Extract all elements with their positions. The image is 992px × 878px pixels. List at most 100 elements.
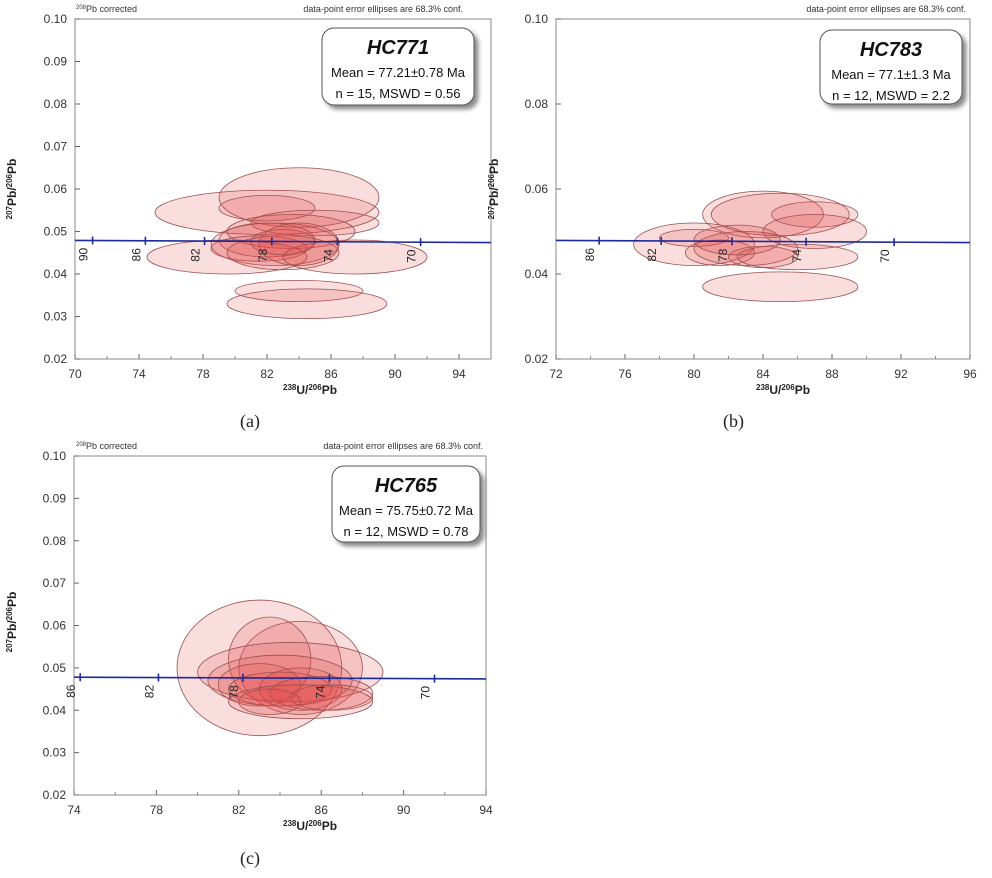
error-ellipse [228,616,312,703]
x-tick-label: 88 [825,367,839,381]
x-tick-label: 80 [687,367,701,381]
x-tick-label: 96 [963,367,977,381]
y-tick-label: 0.02 [525,352,549,366]
error-note: data-point error ellipses are 68.3% conf… [303,4,463,14]
x-tick-label: 84 [756,367,770,381]
x-axis-title: 238U/206Pb [283,383,337,398]
error-ellipse [154,189,380,235]
y-axis-title: 207Pb/206Pb [487,159,502,220]
y-tick-label: 0.06 [525,182,549,196]
corrected-note: 208Pb corrected [76,4,137,14]
x-tick-label: 76 [618,367,632,381]
caption-c: (c) [240,848,260,868]
concordia-line [555,239,971,244]
error-ellipse [238,688,302,715]
sample-name: HC771 [367,37,429,59]
y-tick-label: 0.04 [44,267,68,281]
y-tick-label: 0.09 [44,55,68,69]
concordia-age-label: 78 [256,248,270,262]
concordia-age-label: 70 [405,249,419,263]
y-tick-label: 0.09 [43,491,67,505]
y-tick-label: 0.06 [44,182,68,196]
mean-age-text: Mean = 75.75±0.72 Ma [339,503,474,518]
info-box [819,29,963,105]
concordia-age-label: 74 [321,249,335,263]
error-note: data-point error ellipses are 68.3% conf… [806,4,966,14]
y-tick-label: 0.07 [43,576,67,590]
y-tick-label: 0.10 [43,449,67,463]
x-tick-label: 90 [388,367,402,381]
x-tick-label: 94 [452,367,466,381]
concordia-age-label: 74 [790,249,804,263]
concordia-age-label: 86 [64,684,78,698]
error-ellipse [228,671,332,707]
x-tick-label: 82 [232,803,246,817]
error-ellipse [226,235,340,271]
x-tick-label: 72 [549,367,563,381]
concordia-age-label: 78 [716,248,730,262]
y-axis-title: 207Pb/206Pb [5,592,20,653]
x-tick-label: 78 [196,367,210,381]
y-tick-label: 0.08 [43,534,67,548]
x-tick-label: 86 [324,367,338,381]
x-tick-label: 70 [68,367,82,381]
error-ellipse [282,239,428,275]
corrected-note: 208Pb corrected [76,441,137,451]
sample-name: HC783 [860,39,922,61]
y-tick-label: 0.04 [43,703,67,717]
y-axis-title: 207Pb/206Pb [5,159,20,220]
mean-age-text: Mean = 77.21±0.78 Ma [331,65,466,80]
x-tick-label: 74 [132,367,146,381]
y-tick-label: 0.05 [43,661,67,675]
y-tick-label: 0.08 [525,97,549,111]
concordia-line [73,676,487,680]
x-axis-title: 238U/206Pb [283,819,337,834]
y-tick-label: 0.03 [44,310,68,324]
error-ellipse [693,231,798,266]
concordia-age-label: 74 [313,685,327,699]
error-ellipse [289,684,374,711]
caption-b: (b) [723,411,744,431]
error-ellipse [684,239,755,266]
error-ellipse [762,214,867,249]
chart-panel-c: 86 82 78 74 70 74 78 82 86 90 94 0.02 0.03 0.04 0.05 0.… [5,441,493,833]
x-tick-label: 90 [397,803,411,817]
concordia-age-label: 78 [227,685,241,699]
error-note: data-point error ellipses are 68.3% conf… [323,441,483,451]
x-tick-label: 74 [67,803,81,817]
info-box [331,465,481,543]
x-tick-label: 82 [260,367,274,381]
y-tick-label: 0.05 [44,225,68,239]
y-tick-label: 0.06 [43,619,67,633]
x-tick-label: 78 [150,803,164,817]
concordia-line [74,239,492,244]
concordia-age-label: 70 [878,249,892,263]
ellipse-group [146,167,428,320]
error-ellipse [693,224,781,256]
y-tick-label: 0.10 [44,12,68,26]
concordia-age-label: 90 [77,248,91,262]
ellipse-group [176,599,384,737]
concordia-age-label: 82 [189,248,203,262]
n-mswd-text: n = 15, MSWD = 0.56 [335,86,460,101]
error-ellipse [146,239,308,275]
concordia-age-label: 86 [129,248,143,262]
y-tick-label: 0.04 [525,267,549,281]
y-tick-label: 0.03 [43,746,67,760]
n-mswd-text: n = 12, MSWD = 2.2 [832,88,950,103]
y-tick-label: 0.02 [44,352,68,366]
error-ellipse [234,279,364,303]
error-ellipse [226,288,388,320]
concordia-age-label: 82 [645,248,659,262]
ellipse-group [633,190,867,303]
x-axis-title: 238U/206Pb [756,383,810,398]
sample-name: HC765 [375,475,438,497]
info-box [321,27,475,106]
n-mswd-text: n = 12, MSWD = 0.78 [343,524,468,539]
chart-panel-b: 86 82 78 74 70 72 76 80 84 88 92 96 0.02 0.04 0.06 0.08… [487,4,977,397]
chart-panel-a: 90 86 82 78 74 70 70 74 78 82 86 90 94 0.02 0.03 0.04 0.… [5,4,492,397]
x-tick-label: 92 [894,367,908,381]
x-tick-label: 94 [479,803,493,817]
y-tick-label: 0.07 [44,140,68,154]
